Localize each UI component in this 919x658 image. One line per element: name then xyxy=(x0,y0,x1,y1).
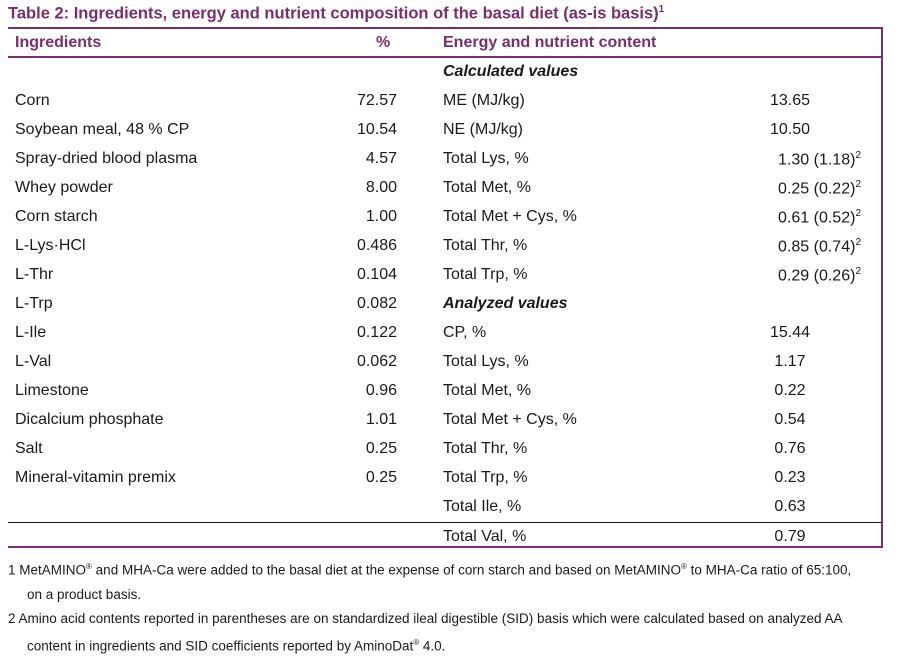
nutrient-cell: ME (MJ/kg) xyxy=(443,92,525,110)
percent-cell: 72.57 xyxy=(357,92,397,110)
percent-cell: 0.104 xyxy=(357,266,397,284)
nutrient-cell: Total Thr, % xyxy=(443,440,527,458)
table-row: L-Thr 0.104 Total Trp, % 0.29 (0.26)2 xyxy=(8,261,881,290)
nutrient-cell: Total Met, % xyxy=(443,382,531,400)
nutrient-cell: Total Met, % xyxy=(443,179,531,197)
nutrient-cell: Total Lys, % xyxy=(443,353,529,371)
footnotes: 1 MetAMINO® and MHA-Ca were added to the… xyxy=(8,555,913,658)
ingredient-cell: Spray-dried blood plasma xyxy=(15,150,197,168)
nutrient-cell: Total Met + Cys, % xyxy=(443,411,577,429)
nutrient-cell: Total Ile, % xyxy=(443,498,521,516)
footnote-marker: 2 xyxy=(855,266,861,277)
header-energy-nutrient: Energy and nutrient content xyxy=(443,34,656,52)
title-footnote-marker: 1 xyxy=(659,4,665,15)
percent-cell: 0.062 xyxy=(357,353,397,371)
percent-cell: 8.00 xyxy=(366,179,397,197)
nutrient-cell: Total Val, % xyxy=(443,528,526,546)
section-subheading: Calculated values xyxy=(443,63,578,81)
nutrient-cell: Total Lys, % xyxy=(443,150,529,168)
ingredient-cell: Limestone xyxy=(15,382,89,400)
ingredient-cell: L-Ile xyxy=(15,324,46,342)
percent-cell: 4.57 xyxy=(366,150,397,168)
value-cell: 1.30 (1.18)2 xyxy=(778,150,861,169)
percent-cell: 10.54 xyxy=(357,121,397,139)
ingredient-cell: Whey powder xyxy=(15,179,113,197)
value-cell: 0.29 (0.26)2 xyxy=(778,266,861,285)
ingredient-cell: Dicalcium phosphate xyxy=(15,411,164,429)
diet-composition-table: Ingredients % Energy and nutrient conten… xyxy=(8,27,883,548)
header-ingredients: Ingredients xyxy=(15,34,101,52)
footnote-1: 1 MetAMINO® and MHA-Ca were added to the… xyxy=(8,555,913,607)
section-subheading: Analyzed values xyxy=(443,295,568,313)
ingredient-cell: Corn xyxy=(15,92,50,110)
ingredient-cell: Soybean meal, 48 % CP xyxy=(15,121,189,139)
percent-cell: 0.082 xyxy=(357,295,397,313)
footnote-marker: 2 xyxy=(855,150,861,161)
ingredient-cell: Mineral-vitamin premix xyxy=(15,469,176,487)
value-cell: 0.25 (0.22)2 xyxy=(778,179,861,198)
ingredient-cell: L-Val xyxy=(15,353,51,371)
nutrient-cell: Total Met + Cys, % xyxy=(443,208,577,226)
percent-cell: 0.25 xyxy=(366,440,397,458)
value-cell: 0.61 (0.52)2 xyxy=(778,208,861,227)
nutrient-cell: CP, % xyxy=(443,324,486,342)
ingredient-cell: L-Lys·HCl xyxy=(15,237,86,255)
ingredient-cell: Salt xyxy=(15,440,43,458)
percent-cell: 1.01 xyxy=(366,411,397,429)
table-row: Whey powder 8.00 Total Met, % 0.25 (0.22)2 xyxy=(8,174,881,203)
nutrient-cell: Total Trp, % xyxy=(443,266,527,284)
table-header: Ingredients % Energy and nutrient conten… xyxy=(8,29,881,58)
table-row: Dicalcium phosphate 1.01 Total Met + Cys, … xyxy=(8,406,881,435)
table-title: Table 2: Ingredients, energy and nutrien… xyxy=(8,4,664,24)
table-row: Calculated values xyxy=(8,58,881,87)
ingredient-cell: L-Thr xyxy=(15,266,53,284)
table-row: Corn starch 1.00 Total Met + Cys, % 0.61 (0… xyxy=(8,203,881,232)
percent-cell: 0.122 xyxy=(357,324,397,342)
percent-cell: 1.00 xyxy=(366,208,397,226)
table-row: Spray-dried blood plasma 4.57 Total Lys, %… xyxy=(8,145,881,174)
table-row: L-Trp 0.082 Analyzed values xyxy=(8,290,881,319)
table-row: Total Val, %0.79 xyxy=(8,522,881,552)
percent-cell: 0.486 xyxy=(357,237,397,255)
nutrient-cell: NE (MJ/kg) xyxy=(443,121,523,139)
header-percent: % xyxy=(376,34,390,52)
ingredient-cell: Corn starch xyxy=(15,208,98,226)
nutrient-cell: Total Trp, % xyxy=(443,469,527,487)
percent-cell: 0.96 xyxy=(366,382,397,400)
nutrient-cell: Total Thr, % xyxy=(443,237,527,255)
footnote-marker: 2 xyxy=(855,179,861,190)
footnote-2: 2 Amino acid contents reported in parent… xyxy=(8,607,913,658)
value-cell: 0.85 (0.74)2 xyxy=(778,237,861,256)
footnote-marker: 2 xyxy=(855,237,861,248)
ingredient-cell: L-Trp xyxy=(15,295,53,313)
footnote-marker: 2 xyxy=(855,208,861,219)
table-row: L-Lys·HCl 0.486 Total Thr, % 0.85 (0.74)2 xyxy=(8,232,881,261)
percent-cell: 0.25 xyxy=(366,469,397,487)
table-row: Total Ile, %0.63 xyxy=(8,493,881,522)
